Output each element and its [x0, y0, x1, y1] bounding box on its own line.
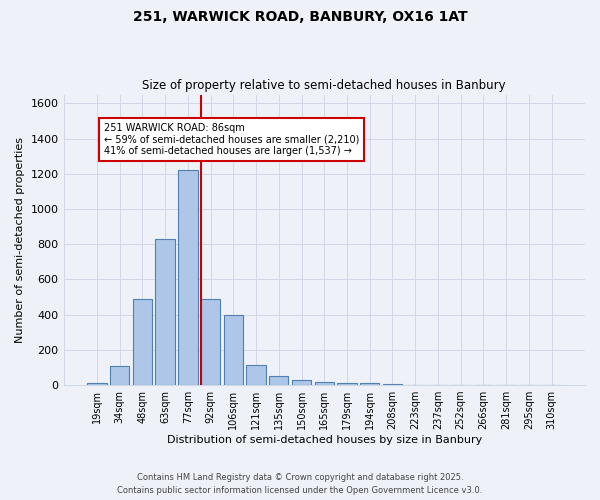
Bar: [155, 239, 175, 385]
Bar: [87, 384, 107, 385]
Bar: [110, 366, 130, 385]
Bar: [224, 314, 243, 385]
Bar: [383, 384, 402, 385]
Bar: [133, 299, 152, 385]
Text: Contains HM Land Registry data © Crown copyright and database right 2025.
Contai: Contains HM Land Registry data © Crown c…: [118, 474, 482, 495]
Bar: [360, 384, 379, 385]
X-axis label: Distribution of semi-detached houses by size in Banbury: Distribution of semi-detached houses by …: [167, 435, 482, 445]
Text: 251, WARWICK ROAD, BANBURY, OX16 1AT: 251, WARWICK ROAD, BANBURY, OX16 1AT: [133, 10, 467, 24]
Bar: [314, 382, 334, 385]
Bar: [269, 376, 289, 385]
Title: Size of property relative to semi-detached houses in Banbury: Size of property relative to semi-detach…: [142, 79, 506, 92]
Bar: [337, 384, 356, 385]
Text: 251 WARWICK ROAD: 86sqm
← 59% of semi-detached houses are smaller (2,210)
41% of: 251 WARWICK ROAD: 86sqm ← 59% of semi-de…: [104, 122, 359, 156]
Bar: [247, 365, 266, 385]
Y-axis label: Number of semi-detached properties: Number of semi-detached properties: [15, 137, 25, 343]
Bar: [178, 170, 197, 385]
Bar: [292, 380, 311, 385]
Bar: [201, 299, 220, 385]
